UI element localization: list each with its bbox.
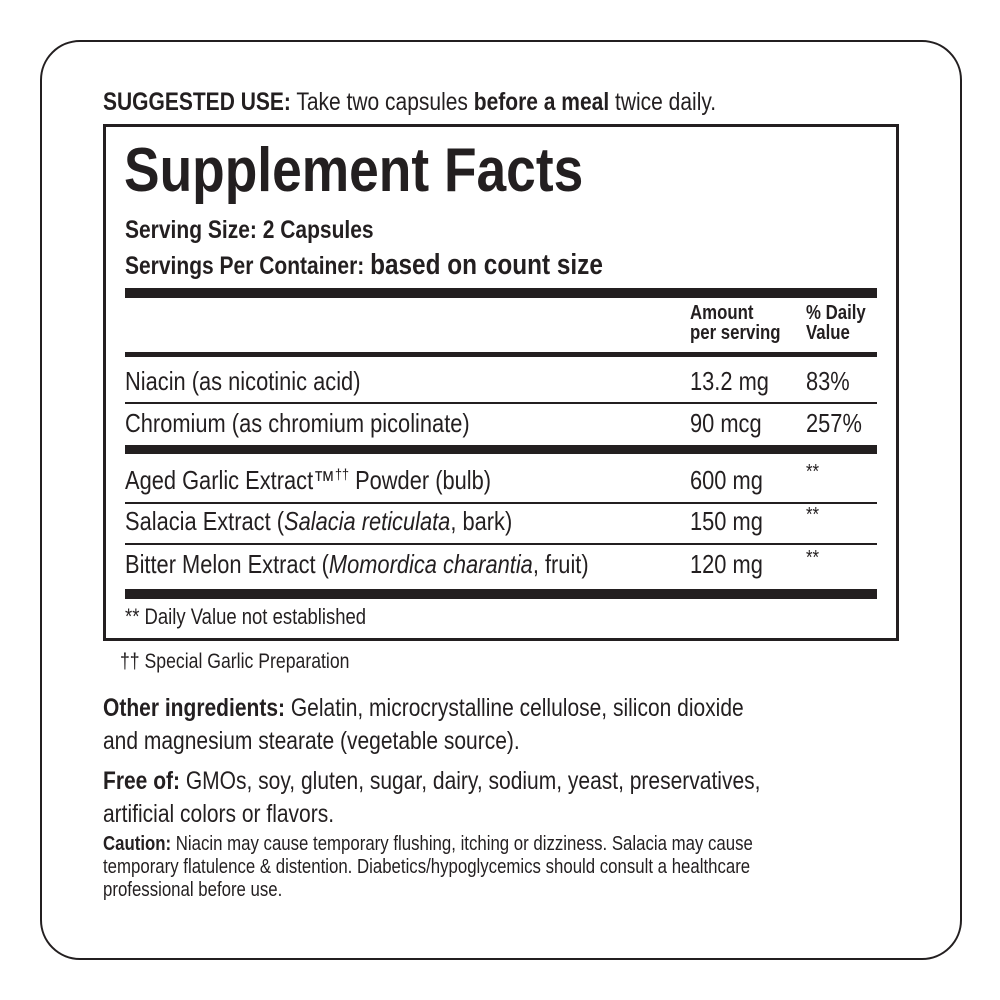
row-amount: 600 mg [690, 465, 763, 495]
row-divider [125, 543, 877, 545]
row-dv: ** [806, 504, 820, 526]
row-dv: 257% [806, 408, 862, 438]
row-name: Bitter Melon Extract (Momordica charanti… [125, 549, 589, 579]
suggested-use-text: Take two capsules [290, 88, 474, 116]
row-dv: ** [806, 547, 820, 569]
row-dv: ** [806, 461, 820, 483]
label-border [40, 40, 962, 960]
row-name: Salacia Extract (Salacia reticulata, bar… [125, 506, 513, 536]
row-name: Niacin (as nicotinic acid) [125, 366, 361, 396]
other-ingredients: Other ingredients: Gelatin, microcrystal… [103, 694, 744, 755]
row-amount: 90 mcg [690, 408, 762, 438]
row-dv: 83% [806, 366, 850, 396]
row-amount: 120 mg [690, 549, 763, 579]
suggested-use-text-end: twice daily. [609, 88, 717, 116]
daily-value-header: % Daily Value [806, 302, 866, 344]
dv-footnote: ** Daily Value not established [125, 604, 367, 629]
thick-divider [125, 288, 877, 298]
row-amount: 150 mg [690, 506, 763, 536]
servings-value: based on count size [370, 249, 603, 281]
row-name: Aged Garlic Extract™†† Powder (bulb) [125, 465, 492, 495]
serving-size: Serving Size: 2 Capsules [125, 216, 374, 244]
free-of: Free of: GMOs, soy, gluten, sugar, dairy… [103, 767, 761, 828]
suggested-use-label: SUGGESTED USE: [103, 88, 291, 116]
medium-divider [125, 352, 877, 357]
facts-title: Supplement Facts [124, 136, 584, 205]
row-divider [125, 402, 877, 404]
thick-divider [125, 589, 877, 599]
garlic-note: †† Special Garlic Preparation [120, 650, 350, 673]
row-name: Chromium (as chromium picolinate) [125, 408, 470, 438]
supplement-facts-panel [103, 124, 899, 641]
servings-label: Servings Per Container: [125, 252, 365, 280]
suggested-use: SUGGESTED USE: Take two capsules before … [103, 90, 716, 115]
thick-divider [125, 445, 877, 454]
row-amount: 13.2 mg [690, 366, 769, 396]
suggested-use-bold: before a meal [473, 88, 610, 116]
caution: Caution: Niacin may cause temporary flus… [103, 833, 753, 901]
amount-header: Amount per serving [690, 302, 781, 344]
servings-per-container: Servings Per Container: based on count s… [125, 251, 603, 280]
row-divider [125, 502, 877, 504]
